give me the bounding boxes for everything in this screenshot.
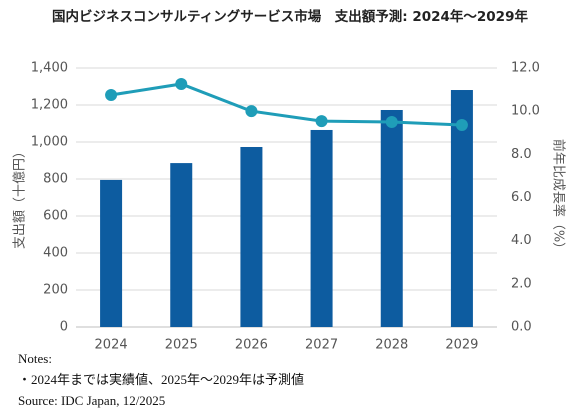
line-point [385, 115, 398, 128]
y2-axis-label: 前年比成長率（%） [551, 139, 567, 255]
x-tick-label: 2024 [95, 338, 128, 353]
x-tick-label: 2028 [375, 338, 408, 353]
y2-tick-label: 0.0 [511, 320, 532, 335]
note: Notes: [18, 351, 52, 366]
y2-tick-label: 10.0 [511, 104, 540, 119]
y-tick-label: 200 [43, 283, 68, 298]
y-tick-label: 1,400 [31, 61, 68, 76]
y-tick-label: 1,000 [31, 135, 68, 150]
y2-tick-label: 2.0 [511, 276, 532, 291]
x-tick-label: 2027 [305, 338, 338, 353]
bar [100, 179, 123, 327]
y-tick-label: 0 [60, 320, 68, 335]
y-axis-label: 支出額（十億円） [12, 145, 28, 249]
line-point [315, 115, 328, 128]
bar [240, 146, 263, 327]
note: Source: IDC Japan, 12/2025 [18, 393, 165, 408]
line-point [455, 118, 468, 131]
bar [310, 129, 333, 327]
bar [380, 109, 403, 328]
chart-title: 国内ビジネスコンサルティングサービス市場 支出額予測: 2024年～2029年 [52, 8, 528, 25]
y2-tick-label: 8.0 [511, 147, 532, 162]
line-point [175, 77, 188, 90]
y-tick-label: 800 [43, 172, 68, 187]
line [110, 82, 462, 127]
y-tick-label: 600 [43, 209, 68, 224]
x-tick-label: 2029 [445, 338, 478, 353]
bar [450, 90, 473, 327]
line-point [245, 105, 258, 118]
line-point [105, 88, 118, 101]
y-tick-label: 1,200 [31, 98, 68, 113]
note: ・2024年までは実績値、2025年～2029年は予測値 [18, 372, 304, 387]
bar [170, 163, 193, 327]
y2-tick-label: 6.0 [511, 190, 532, 205]
x-tick-label: 2025 [165, 338, 198, 353]
y2-tick-label: 4.0 [511, 233, 532, 248]
x-tick-label: 2026 [235, 338, 268, 353]
y-tick-label: 400 [43, 246, 68, 261]
y2-tick-label: 12.0 [511, 61, 540, 76]
